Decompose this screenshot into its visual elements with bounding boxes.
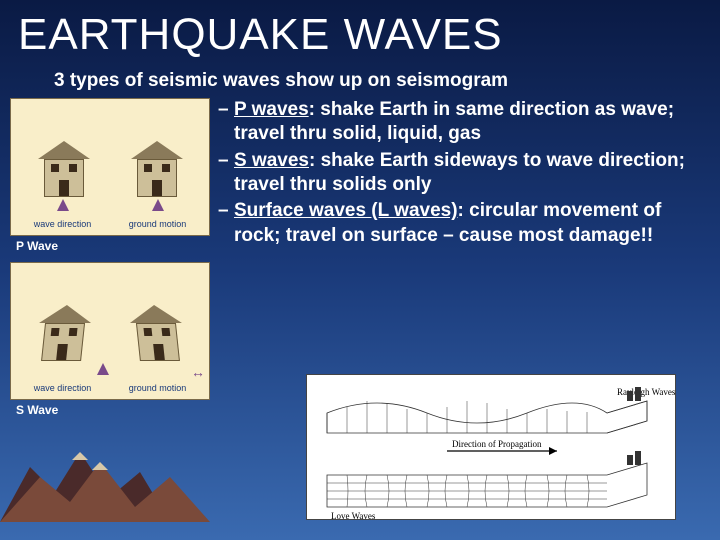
- house-icon: [128, 305, 186, 361]
- mountains-icon: [0, 422, 230, 522]
- bullet-surface-waves: – Surface waves (L waves): circular move…: [218, 199, 710, 248]
- bullet-line2: travel thru solids only: [234, 174, 431, 195]
- s-wave-caption: S Wave: [10, 400, 210, 420]
- arrow-up-icon: [97, 363, 109, 375]
- subtitle: 3 types of seismic waves show up on seis…: [0, 64, 720, 98]
- bullet-name: S waves: [234, 150, 309, 171]
- bullet-desc: : shake Earth sideways to wave direction…: [309, 150, 685, 171]
- house-icon: [38, 141, 90, 197]
- bullet-line2: travel thru solid, liquid, gas: [234, 123, 481, 144]
- dash-icon: –: [218, 98, 229, 122]
- arrow-up-icon: [152, 199, 164, 211]
- left-figures: wave direction ground motion P Wave: [10, 98, 210, 420]
- p-wave-houses: [15, 103, 205, 199]
- wave-direction-label: wave direction: [34, 219, 92, 229]
- p-wave-diagram: wave direction ground motion P Wave: [10, 98, 210, 256]
- p-wave-labels: wave direction ground motion: [15, 217, 205, 231]
- love-label: Love Waves: [331, 511, 376, 521]
- s-wave-arrows: ↔: [15, 363, 205, 381]
- rayleigh-love-diagram: Rayleigh Waves Direction of Propagation …: [306, 374, 676, 520]
- house-icon: [35, 305, 93, 361]
- s-wave-houses: [15, 267, 205, 363]
- arrow-side-icon: ↔: [191, 363, 205, 381]
- bullet-p-waves: – P waves: shake Earth in same direction…: [218, 98, 710, 147]
- dash-icon: –: [218, 149, 229, 173]
- bullet-desc: : shake Earth in same direction as wave;: [309, 99, 674, 120]
- bullet-name: P waves: [234, 99, 309, 120]
- bullet-list: – P waves: shake Earth in same direction…: [210, 98, 710, 420]
- arrow-up-icon: [57, 199, 69, 211]
- s-wave-box: ↔ wave direction ground motion: [10, 262, 210, 400]
- page-title: EARTHQUAKE WAVES: [0, 0, 720, 64]
- house-icon: [131, 141, 183, 197]
- propagation-label: Direction of Propagation: [452, 439, 542, 449]
- bullet-name: Surface waves (L waves): [234, 200, 458, 221]
- dash-icon: –: [218, 199, 229, 223]
- s-wave-labels: wave direction ground motion: [15, 381, 205, 395]
- s-wave-diagram: ↔ wave direction ground motion S Wave: [10, 262, 210, 420]
- p-wave-caption: P Wave: [10, 236, 210, 256]
- slide: EARTHQUAKE WAVES 3 types of seismic wave…: [0, 0, 720, 540]
- ground-motion-label: ground motion: [129, 383, 187, 393]
- content-row: wave direction ground motion P Wave: [0, 98, 720, 420]
- rayleigh-label: Rayleigh Waves: [617, 387, 676, 397]
- wave-direction-label: wave direction: [34, 383, 92, 393]
- p-wave-box: wave direction ground motion: [10, 98, 210, 236]
- bullet-s-waves: – S waves: shake Earth sideways to wave …: [218, 149, 710, 198]
- p-wave-arrows: [15, 199, 205, 217]
- ground-motion-label: ground motion: [129, 219, 187, 229]
